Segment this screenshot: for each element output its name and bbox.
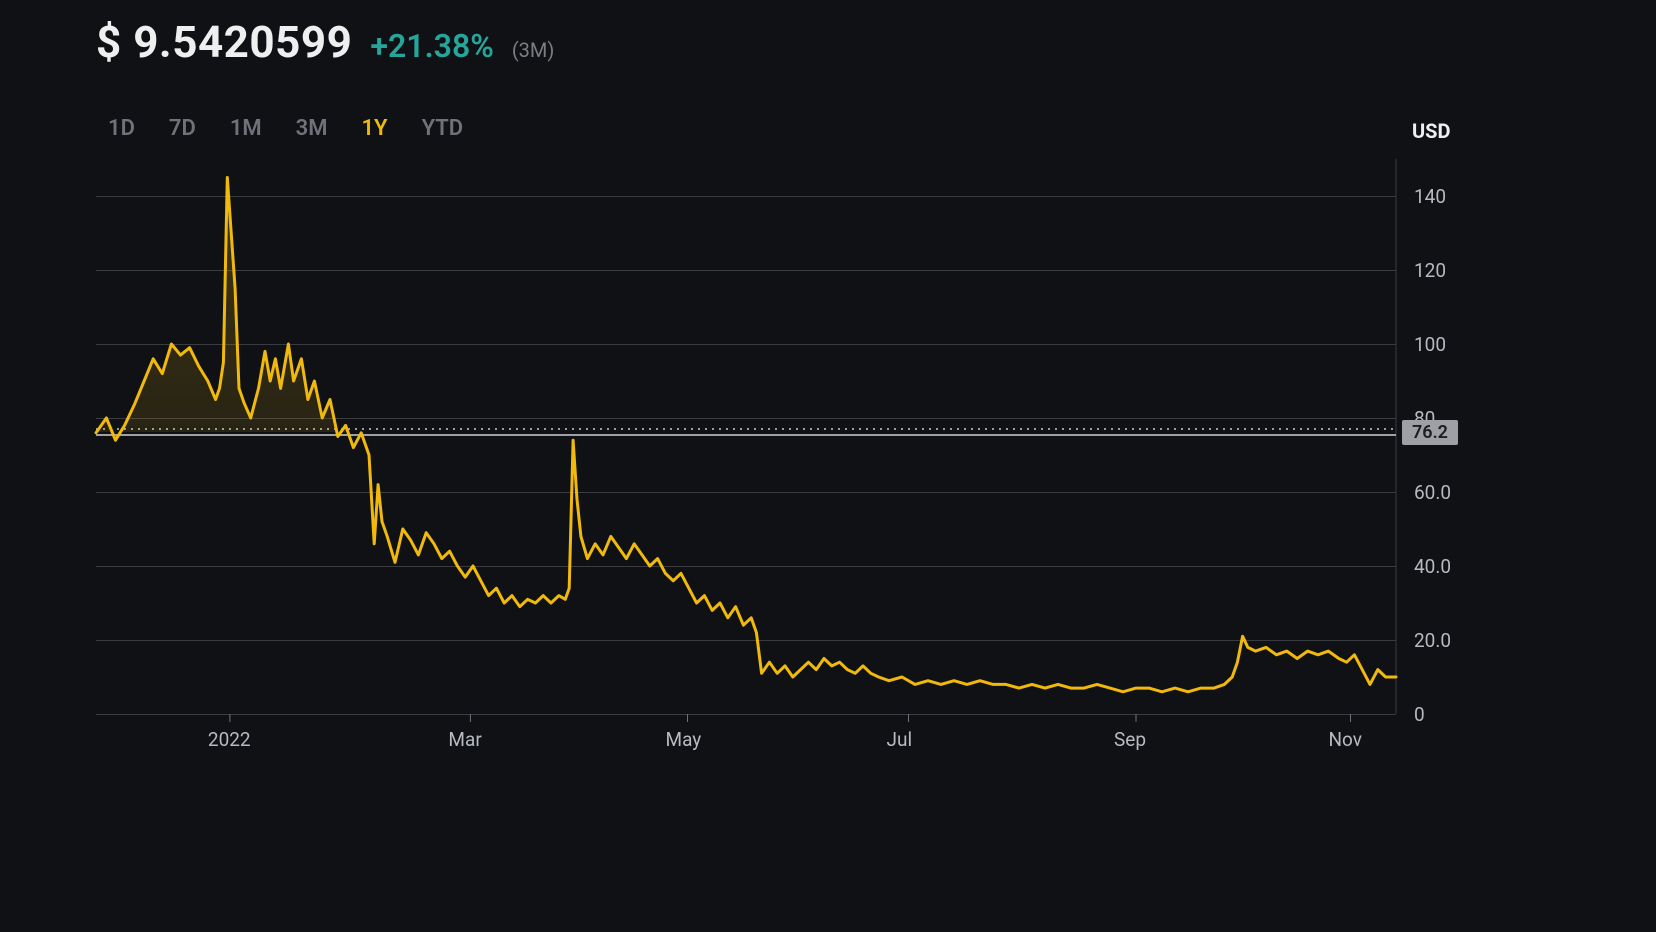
range-tab-1m[interactable]: 1M xyxy=(230,116,262,141)
x-tick-label: May xyxy=(666,728,702,751)
y-tick-label: 40.0 xyxy=(1414,555,1451,578)
currency-unit-label: USD xyxy=(1412,119,1451,143)
range-tab-3m[interactable]: 3M xyxy=(296,116,328,141)
range-tab-1d[interactable]: 1D xyxy=(108,116,135,141)
price-header: $ 9.5420599 +21.38% (3M) xyxy=(0,0,1656,68)
range-tabs: 1D 7D 1M 3M 1Y YTD xyxy=(0,68,1656,141)
y-tick-label: 100 xyxy=(1414,333,1446,356)
reference-price-badge: 76.2 xyxy=(1402,420,1458,445)
y-tick-label: 120 xyxy=(1414,259,1446,282)
x-tick-label: Mar xyxy=(448,728,481,751)
y-tick-label: 0 xyxy=(1414,703,1425,726)
price-chart: USD020.040.060.0801001201402022MarMayJul… xyxy=(0,159,1656,834)
y-tick-label: 140 xyxy=(1414,185,1446,208)
x-tick-label: Jul xyxy=(887,728,913,751)
x-tick-label: Nov xyxy=(1329,728,1362,751)
y-tick-label: 20.0 xyxy=(1414,629,1451,652)
change-period: (3M) xyxy=(512,38,555,62)
price-change: +21.38% xyxy=(370,27,493,65)
x-tick-label: 2022 xyxy=(208,728,251,751)
range-tab-7d[interactable]: 7D xyxy=(169,116,196,141)
x-tick-label: Sep xyxy=(1114,728,1146,751)
range-tab-ytd[interactable]: YTD xyxy=(422,116,464,141)
price-number: 9.5420599 xyxy=(133,16,352,68)
price-value: $ 9.5420599 xyxy=(96,16,352,68)
range-tab-1y[interactable]: 1Y xyxy=(361,116,387,141)
currency-symbol: $ xyxy=(96,16,122,68)
y-tick-label: 60.0 xyxy=(1414,481,1451,504)
